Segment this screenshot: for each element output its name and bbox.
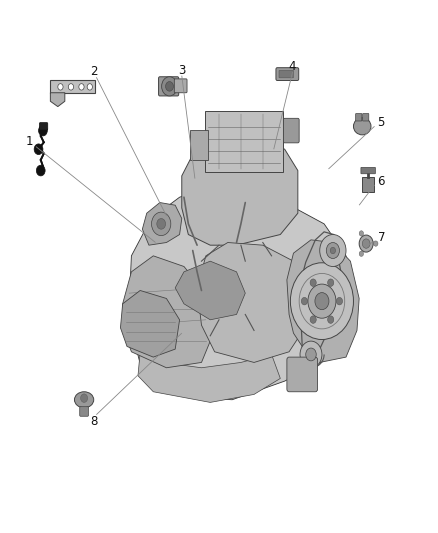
Circle shape bbox=[306, 348, 316, 361]
FancyBboxPatch shape bbox=[361, 167, 375, 174]
Text: 6: 6 bbox=[378, 175, 385, 188]
Polygon shape bbox=[129, 187, 355, 400]
Ellipse shape bbox=[74, 392, 94, 408]
Circle shape bbox=[68, 84, 74, 90]
FancyBboxPatch shape bbox=[279, 70, 293, 78]
FancyBboxPatch shape bbox=[80, 407, 88, 416]
Circle shape bbox=[34, 144, 43, 155]
Ellipse shape bbox=[353, 118, 371, 135]
Circle shape bbox=[328, 279, 334, 286]
FancyBboxPatch shape bbox=[190, 130, 208, 160]
Circle shape bbox=[157, 219, 166, 229]
Text: 2: 2 bbox=[90, 66, 98, 78]
Circle shape bbox=[58, 84, 63, 90]
Circle shape bbox=[359, 235, 373, 252]
Circle shape bbox=[310, 316, 316, 324]
Text: 5: 5 bbox=[378, 116, 385, 129]
Circle shape bbox=[374, 241, 378, 246]
Circle shape bbox=[87, 84, 92, 90]
Circle shape bbox=[362, 239, 370, 248]
Circle shape bbox=[162, 77, 177, 96]
FancyBboxPatch shape bbox=[276, 68, 299, 80]
Circle shape bbox=[152, 212, 171, 236]
Circle shape bbox=[166, 82, 173, 91]
Polygon shape bbox=[175, 261, 245, 320]
Text: 8: 8 bbox=[91, 415, 98, 427]
Text: 7: 7 bbox=[378, 231, 385, 244]
FancyBboxPatch shape bbox=[50, 80, 95, 93]
FancyBboxPatch shape bbox=[283, 118, 299, 143]
Polygon shape bbox=[138, 352, 280, 402]
Polygon shape bbox=[50, 93, 65, 107]
Polygon shape bbox=[123, 256, 215, 368]
Polygon shape bbox=[142, 203, 182, 245]
Circle shape bbox=[300, 341, 322, 368]
Circle shape bbox=[326, 243, 339, 259]
Circle shape bbox=[39, 125, 47, 136]
Circle shape bbox=[301, 297, 307, 305]
FancyBboxPatch shape bbox=[174, 79, 187, 93]
Circle shape bbox=[81, 394, 88, 402]
Circle shape bbox=[330, 247, 336, 254]
Circle shape bbox=[359, 251, 364, 256]
FancyBboxPatch shape bbox=[39, 123, 48, 130]
Polygon shape bbox=[287, 240, 359, 362]
Circle shape bbox=[320, 235, 346, 266]
Circle shape bbox=[308, 284, 336, 318]
Polygon shape bbox=[197, 243, 307, 362]
FancyBboxPatch shape bbox=[356, 114, 362, 121]
Polygon shape bbox=[182, 136, 298, 245]
FancyBboxPatch shape bbox=[287, 357, 318, 392]
Text: 1: 1 bbox=[25, 135, 33, 148]
Circle shape bbox=[79, 84, 84, 90]
Circle shape bbox=[328, 316, 334, 324]
Text: 4: 4 bbox=[289, 60, 297, 73]
FancyBboxPatch shape bbox=[205, 111, 283, 172]
FancyBboxPatch shape bbox=[363, 114, 369, 121]
Circle shape bbox=[315, 293, 329, 310]
FancyBboxPatch shape bbox=[159, 77, 179, 96]
Circle shape bbox=[359, 231, 364, 236]
FancyBboxPatch shape bbox=[362, 177, 374, 192]
Circle shape bbox=[310, 279, 316, 286]
Circle shape bbox=[290, 263, 353, 340]
Circle shape bbox=[36, 165, 45, 176]
Polygon shape bbox=[120, 290, 180, 357]
Text: 3: 3 bbox=[178, 64, 185, 77]
Circle shape bbox=[336, 297, 343, 305]
